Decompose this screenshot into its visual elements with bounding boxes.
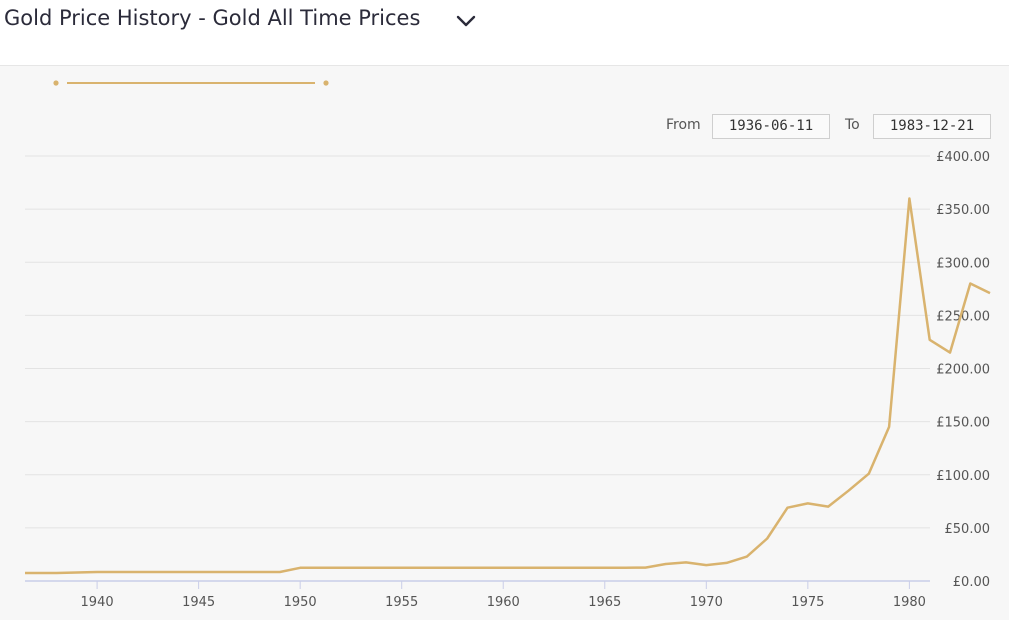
from-date-input[interactable]: 1936-06-11 bbox=[712, 114, 830, 139]
navigator-start-handle[interactable] bbox=[53, 80, 59, 86]
from-label: From bbox=[666, 117, 701, 133]
x-tick-label: 1950 bbox=[284, 595, 317, 610]
y-tick-label: £250.00 bbox=[936, 309, 990, 324]
x-tick-label: 1960 bbox=[487, 595, 520, 610]
x-tick-label: 1945 bbox=[182, 595, 215, 610]
y-tick-label: £150.00 bbox=[936, 416, 990, 431]
to-date-input[interactable]: 1983-12-21 bbox=[873, 114, 991, 139]
x-tick-label: 1955 bbox=[385, 595, 418, 610]
to-label: To bbox=[845, 117, 860, 133]
y-tick-label: £400.00 bbox=[936, 150, 990, 165]
x-tick-label: 1940 bbox=[81, 595, 114, 610]
x-tick-label: 1980 bbox=[893, 595, 926, 610]
navigator-end-handle[interactable] bbox=[323, 80, 329, 86]
y-tick-label: £350.00 bbox=[936, 203, 990, 218]
x-tick-label: 1965 bbox=[588, 595, 621, 610]
chevron-down-icon[interactable] bbox=[455, 10, 477, 32]
y-tick-label: £100.00 bbox=[936, 469, 990, 484]
page-header: Gold Price History - Gold All Time Price… bbox=[0, 0, 1009, 66]
y-tick-label: £300.00 bbox=[936, 256, 990, 271]
x-tick-label: 1970 bbox=[690, 595, 723, 610]
y-tick-label: £200.00 bbox=[936, 363, 990, 378]
series-line bbox=[25, 197, 991, 575]
page-title: Gold Price History - Gold All Time Price… bbox=[4, 6, 421, 30]
y-tick-label: £50.00 bbox=[945, 522, 991, 537]
x-tick-label: 1975 bbox=[791, 595, 824, 610]
range-navigator[interactable] bbox=[50, 76, 335, 90]
y-tick-label: £0.00 bbox=[953, 575, 990, 590]
